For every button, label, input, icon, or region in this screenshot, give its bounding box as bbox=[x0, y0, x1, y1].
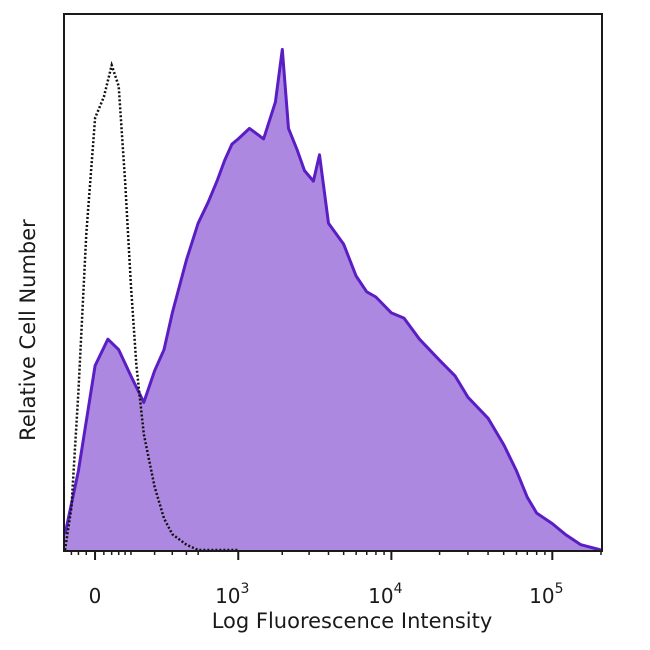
x-axis-label: Log Fluorescence Intensity bbox=[212, 609, 493, 633]
x-axis-ticks: 0 103 104 105 bbox=[70, 550, 602, 608]
x-tick-label: 105 bbox=[529, 581, 563, 608]
isotype-control-line bbox=[63, 60, 239, 552]
y-axis-label: Relative Cell Number bbox=[16, 219, 40, 441]
plot-frame bbox=[63, 13, 603, 552]
stained-sample-fill bbox=[65, 49, 601, 551]
x-tick-label: 0 bbox=[89, 584, 102, 608]
stained-sample-line bbox=[63, 47, 602, 552]
plot-area bbox=[63, 47, 602, 552]
x-tick-label: 104 bbox=[368, 581, 402, 608]
x-tick-label: 103 bbox=[215, 581, 249, 608]
